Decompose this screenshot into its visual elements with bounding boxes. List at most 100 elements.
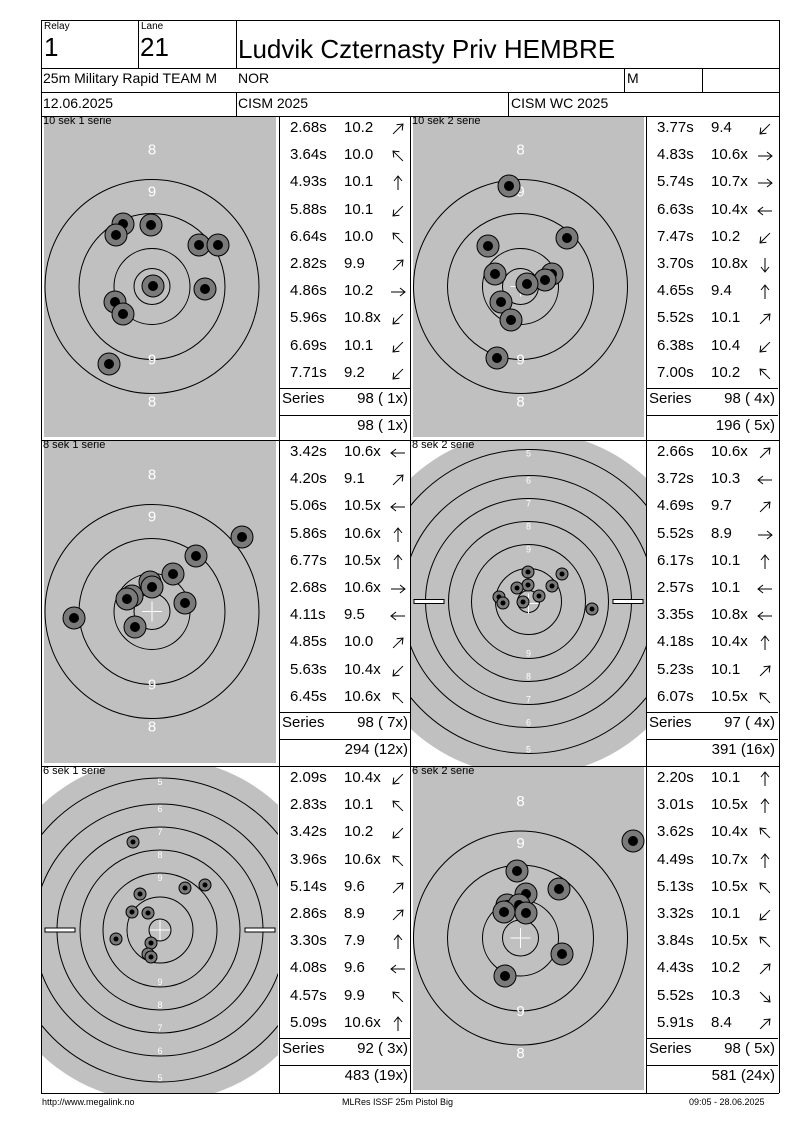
shot-row: 6.77s 10.5x [280, 550, 410, 577]
target-face: 8 9 9 8 [413, 117, 644, 437]
series-total: 98 ( 4x) [724, 390, 775, 407]
ring-label: 7 [157, 827, 162, 837]
ring-label: 6 [526, 718, 531, 728]
shot-direction-arrow-icon [757, 475, 772, 485]
shot-row: 7.71s 9.2 [280, 362, 410, 389]
shot-direction-arrow-icon [392, 259, 404, 271]
shot-direction-arrow-icon [392, 232, 404, 244]
series-total: 98 ( 5x) [724, 1040, 775, 1057]
shot-time: 4.69s [657, 497, 694, 515]
shot-row: 3.84s 10.5x [647, 930, 777, 957]
shot-row: 3.64s 10.0 [280, 144, 410, 171]
shot-score: 9.9 [344, 986, 365, 1004]
shot-score: 10.1 [344, 336, 374, 354]
shot-score: 10.1 [344, 173, 374, 191]
ring-label: 8 [526, 522, 531, 532]
series-label: Series [282, 714, 325, 731]
shot-direction-arrow-icon [392, 773, 404, 785]
shot-direction-arrow-icon [759, 368, 771, 380]
shot-score: 8.9 [344, 905, 365, 922]
series-title: 10 sek 1 serie [43, 115, 112, 127]
shot-direction-arrow-icon [758, 151, 773, 161]
target-panel: 5 6 7 8 9 9 8 7 6 5 [411, 441, 646, 766]
shot-row: 3.32s 10.1 [647, 903, 777, 930]
shot-time: 3.72s [657, 470, 694, 488]
shot-score: 10.1 [344, 200, 374, 218]
shot-direction-arrow-icon [759, 313, 771, 325]
ring-label: 9 [516, 835, 524, 852]
shot-score: 10.2 [344, 282, 374, 300]
ring-label: 9 [157, 873, 162, 883]
relay-label: Relay [44, 21, 70, 32]
shot-direction-arrow-icon [760, 798, 770, 814]
shot-direction-arrow-icon [757, 611, 772, 621]
shot-direction-arrow-icon [760, 635, 770, 651]
shot-row: 6.38s 10.4 [647, 335, 777, 362]
shot-direction-arrow-icon [392, 637, 404, 649]
ring-label: 9 [157, 977, 162, 987]
shot-score: 10.7x [711, 173, 748, 191]
footer-url[interactable]: http://www.megalink.no [42, 1097, 135, 1107]
shot-score: 10.2 [344, 119, 374, 136]
shot-score: 9.4 [711, 119, 732, 136]
shot-score: 10.5x [344, 551, 381, 569]
shot-row: 2.09s 10.4x [280, 767, 410, 794]
ring-label: 8 [516, 142, 524, 159]
shot-row: 4.65s 9.4 [647, 280, 777, 307]
shot-time: 2.86s [290, 905, 327, 922]
shot-score: 10.5x [711, 796, 748, 814]
shot-row: 5.52s 10.3 [647, 985, 777, 1012]
shot-direction-arrow-icon [759, 123, 771, 135]
shot-score: 10.6x [344, 443, 381, 460]
series-label: Series [282, 390, 325, 407]
shot-direction-arrow-icon [759, 447, 771, 459]
shot-row: 6.45s 10.6x [280, 686, 410, 713]
shot-time: 2.82s [290, 255, 327, 272]
shot-direction-arrow-icon [759, 665, 771, 676]
ring-label: 9 [148, 677, 156, 694]
series-total: 98 ( 1x) [357, 390, 408, 407]
shot-score: 10.1 [711, 660, 741, 678]
ring-label: 7 [526, 695, 531, 705]
shot-direction-arrow-icon [390, 965, 405, 974]
series-title: 6 sek 2 serie [412, 765, 475, 777]
running-total: 98 ( 1x) [357, 417, 408, 434]
shot-time: 3.96s [290, 850, 327, 868]
shot-score: 10.5x [711, 932, 748, 950]
shot-time: 3.30s [290, 932, 327, 950]
shot-score: 10.6x [344, 579, 381, 596]
shot-direction-arrow-icon [391, 287, 406, 297]
shot-time: 4.49s [657, 850, 694, 868]
shot-row: 6.69s 10.1 [280, 335, 410, 362]
ring-label: 8 [516, 793, 524, 810]
shot-score: 10.8x [711, 255, 748, 272]
shot-time: 6.07s [657, 687, 694, 705]
footer-printed: 09:05 - 28.06.2025 [689, 1097, 765, 1107]
shot-score: 10.6x [344, 687, 381, 705]
shot-score: 9.2 [344, 363, 365, 381]
shot-row: 5.52s 10.1 [647, 307, 777, 334]
shot-score: 10.6x [344, 850, 381, 868]
shot-direction-arrow-icon [392, 909, 404, 921]
shot-time: 3.42s [290, 443, 327, 460]
shot-row: 5.14s 9.6 [280, 876, 410, 903]
running-total: 196 ( 5x) [715, 417, 775, 434]
shot-score: 10.6x [711, 146, 748, 164]
competition: CISM 2025 [238, 95, 309, 111]
shot-time: 7.47s [657, 227, 694, 245]
shot-list: 2.68s 10.2 3.64s 10.0 4.93s 10.1 5.88s 10.1 6.64… [280, 117, 410, 440]
shot-row: 4.08s 9.6 [280, 957, 410, 984]
shot-time: 4.43s [657, 959, 694, 977]
shot-time: 6.64s [290, 227, 327, 245]
shot-direction-arrow-icon [390, 611, 405, 621]
shot-time: 3.62s [657, 823, 694, 841]
shot-row: 4.85s 10.0 [280, 631, 410, 658]
shot-row: 5.52s 8.9 [647, 523, 777, 550]
shot-time: 4.65s [657, 282, 694, 300]
target-face: 5 6 7 8 9 9 8 7 6 5 [42, 767, 278, 1093]
lane-number: 21 [140, 32, 169, 62]
shot-direction-arrow-icon [392, 882, 404, 894]
shot-row: 4.43s 10.2 [647, 957, 777, 984]
shot-time: 4.93s [290, 173, 327, 191]
shot-time: 6.69s [290, 336, 327, 354]
